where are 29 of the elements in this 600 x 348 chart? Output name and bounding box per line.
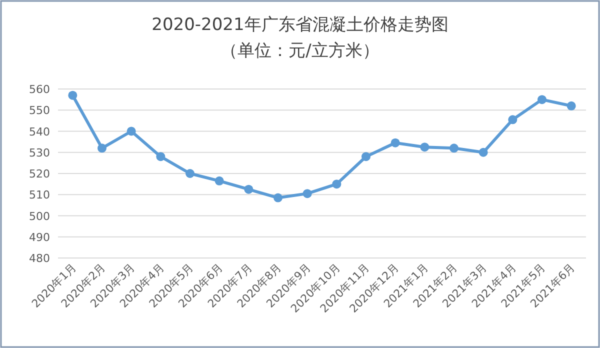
point — [214, 176, 224, 186]
y-tick-label: 540 — [29, 125, 50, 138]
y-tick-label: 560 — [29, 83, 50, 96]
point — [508, 115, 518, 124]
point — [566, 101, 576, 110]
y-tick-label: 550 — [29, 104, 50, 118]
y-tick-label: 510 — [29, 188, 50, 202]
y-tick-label: 520 — [29, 168, 50, 180]
y-tick-label: 530 — [29, 146, 50, 160]
y-tick-label: 480 — [29, 252, 50, 265]
point — [186, 169, 194, 178]
chart-title: 2020-2021年广东省混凝土价格走势图 — [152, 15, 448, 35]
point — [332, 180, 342, 189]
point — [450, 144, 458, 153]
point — [244, 184, 254, 194]
y-tick-label: 500 — [29, 210, 50, 223]
point — [98, 144, 106, 153]
point — [68, 90, 78, 100]
point — [302, 189, 312, 198]
point — [420, 142, 430, 152]
point — [362, 152, 370, 162]
point — [478, 148, 488, 157]
point — [126, 126, 136, 136]
chart-subtitle: （单位：元/立方米） — [220, 41, 380, 61]
point — [156, 152, 166, 162]
point — [538, 95, 546, 104]
point — [390, 138, 400, 148]
y-tick-label: 490 — [29, 230, 50, 244]
point — [274, 193, 282, 202]
